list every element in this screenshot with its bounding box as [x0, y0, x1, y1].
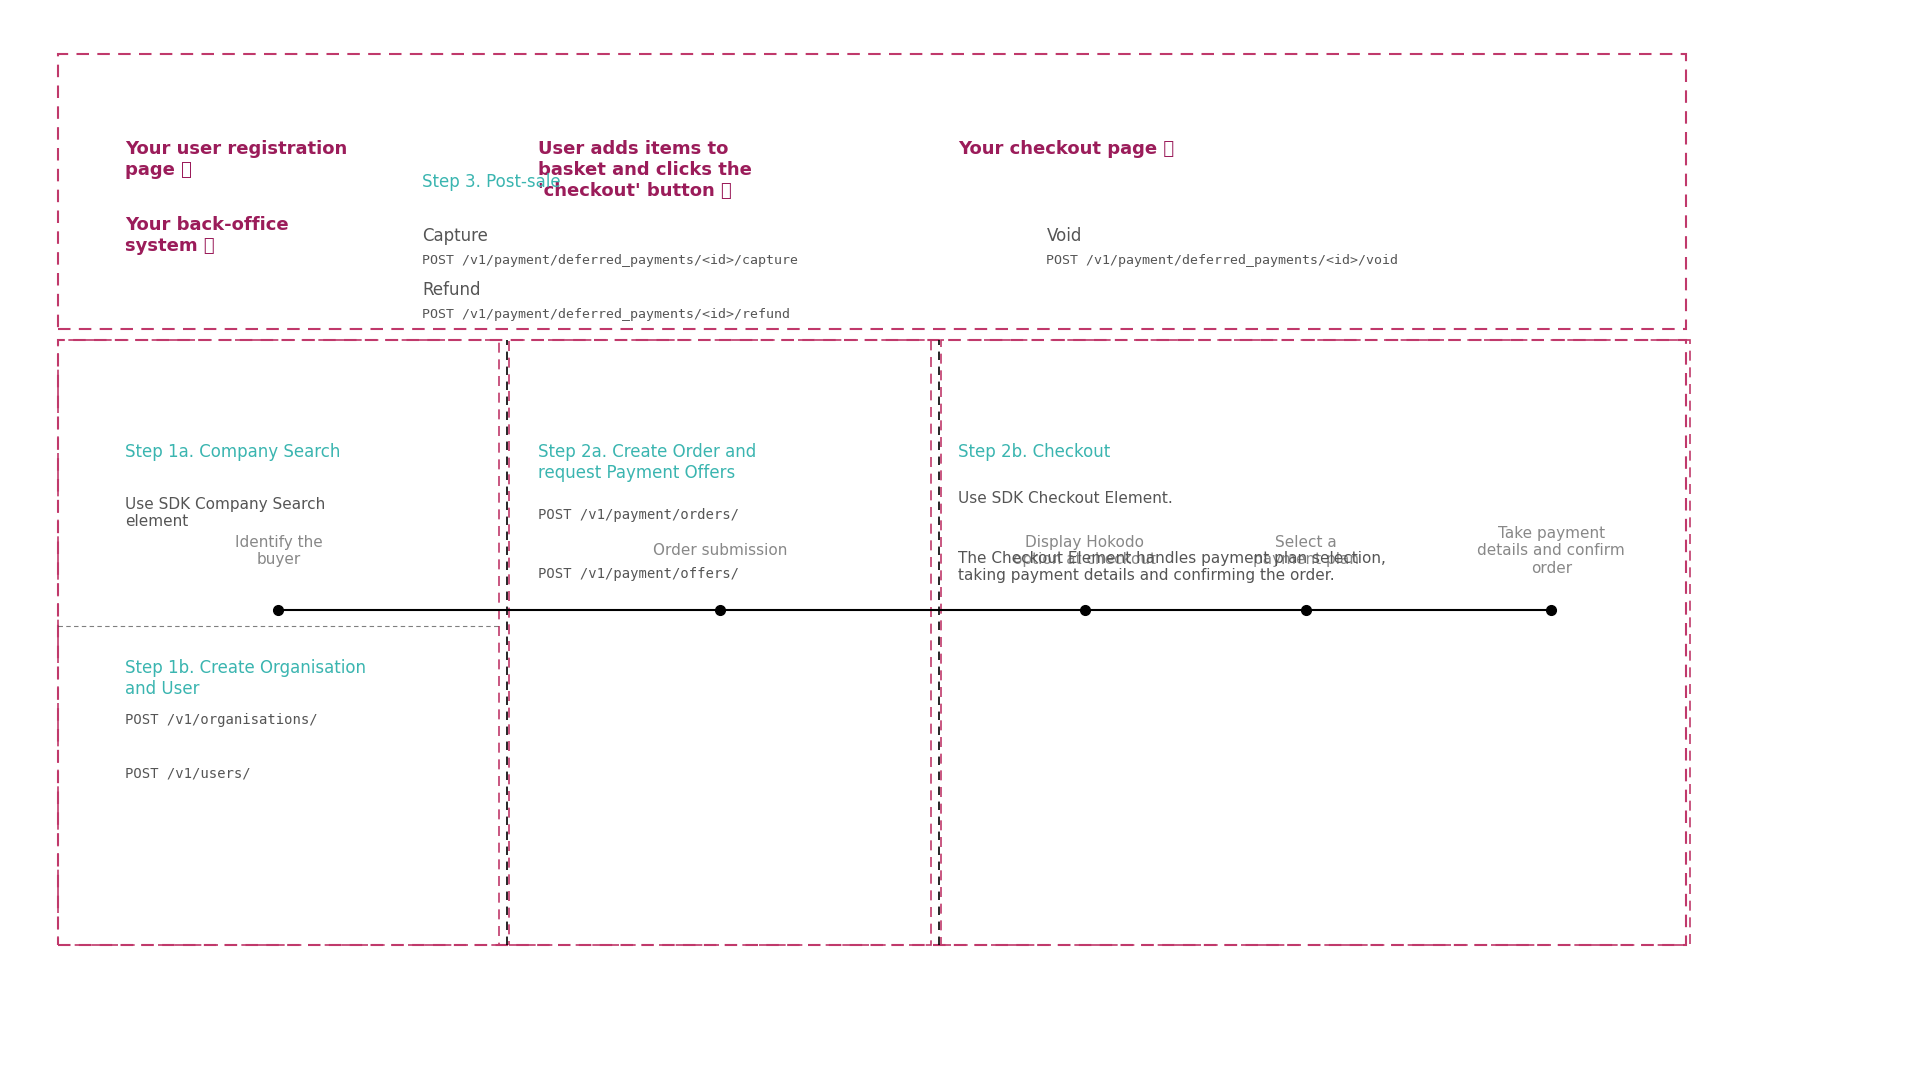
Text: The Checkout Element handles payment plan selection,
taking payment details and : The Checkout Element handles payment pla…: [958, 551, 1386, 583]
Text: Identify the
buyer: Identify the buyer: [234, 535, 323, 567]
Text: POST /v1/payment/deferred_payments/<id>/void: POST /v1/payment/deferred_payments/<id>/…: [1046, 254, 1398, 267]
Text: Use SDK Company Search
element: Use SDK Company Search element: [125, 497, 324, 529]
Text: Order submission: Order submission: [653, 543, 787, 558]
Text: Your user registration
page 👦: Your user registration page 👦: [125, 140, 348, 179]
Text: POST /v1/organisations/: POST /v1/organisations/: [125, 713, 317, 727]
Text: Void: Void: [1046, 227, 1081, 245]
Text: POST /v1/payment/orders/: POST /v1/payment/orders/: [538, 508, 739, 522]
Text: Step 2a. Create Order and
request Payment Offers: Step 2a. Create Order and request Paymen…: [538, 443, 756, 482]
Text: Select a
payment plan: Select a payment plan: [1252, 535, 1359, 567]
Text: Step 1a. Company Search: Step 1a. Company Search: [125, 443, 340, 461]
Text: Capture: Capture: [422, 227, 488, 245]
Text: POST /v1/payment/deferred_payments/<id>/capture: POST /v1/payment/deferred_payments/<id>/…: [422, 254, 799, 267]
Text: Step 1b. Create Organisation
and User: Step 1b. Create Organisation and User: [125, 659, 367, 698]
Text: Step 2b. Checkout: Step 2b. Checkout: [958, 443, 1110, 461]
Text: Use SDK Checkout Element.: Use SDK Checkout Element.: [958, 491, 1173, 507]
Text: Refund: Refund: [422, 281, 480, 299]
Text: POST /v1/users/: POST /v1/users/: [125, 767, 250, 781]
Text: Step 3. Post-sale: Step 3. Post-sale: [422, 173, 561, 191]
Text: Your checkout page 💳: Your checkout page 💳: [958, 140, 1175, 159]
Text: User adds items to
basket and clicks the
'checkout' button 🛒: User adds items to basket and clicks the…: [538, 140, 751, 200]
Text: Take payment
details and confirm
order: Take payment details and confirm order: [1478, 526, 1624, 576]
Text: Your back-office
system 🖥: Your back-office system 🖥: [125, 216, 288, 255]
Text: POST /v1/payment/offers/: POST /v1/payment/offers/: [538, 567, 739, 581]
Text: POST /v1/payment/deferred_payments/<id>/refund: POST /v1/payment/deferred_payments/<id>/…: [422, 308, 791, 321]
Text: Display Hokodo
option at checkout: Display Hokodo option at checkout: [1014, 535, 1156, 567]
